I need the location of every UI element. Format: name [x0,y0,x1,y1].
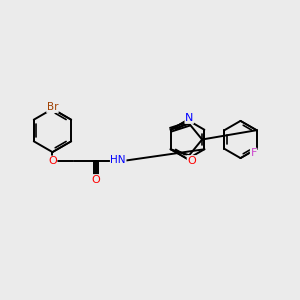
Text: O: O [187,156,196,166]
Text: Br: Br [47,102,58,112]
Text: O: O [48,156,57,166]
Text: HN: HN [110,154,126,165]
Text: N: N [185,113,194,123]
Text: F: F [250,148,257,158]
Text: O: O [91,175,100,185]
